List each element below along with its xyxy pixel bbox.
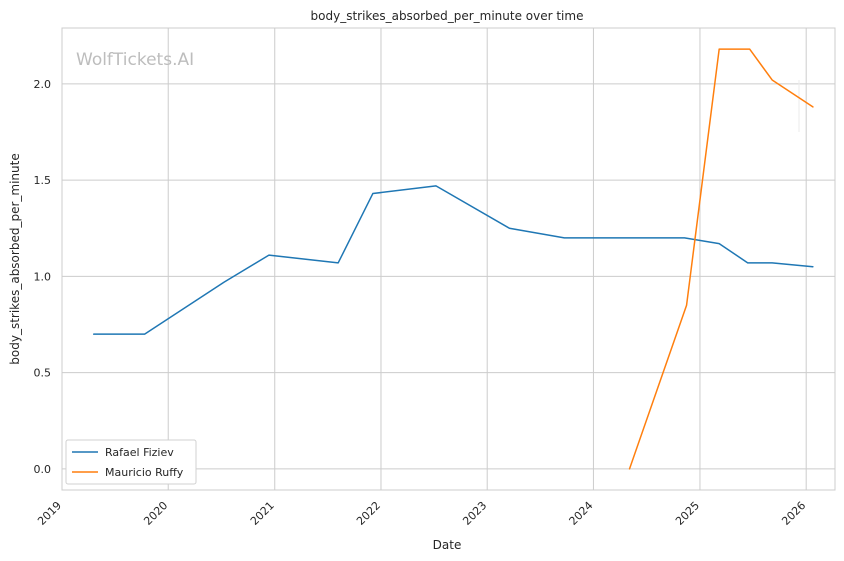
watermark-text: WolfTickets.AI [76,50,194,70]
data-point-mauricio-ruffy [748,47,752,51]
data-point-rafael-fiziev [562,236,566,240]
data-point-rafael-fiziev [507,226,511,230]
data-point-mauricio-ruffy [717,47,721,51]
data-point-rafael-fiziev [746,261,750,265]
y-tick-label: 1.5 [34,174,52,187]
legend-box [65,439,197,485]
data-point-rafael-fiziev [434,184,438,188]
x-tick-label: 2022 [354,499,383,528]
x-tick-label: 2020 [141,499,170,528]
plot-frame [61,27,836,491]
data-point-rafael-fiziev [683,236,687,240]
x-tick-label: 2021 [248,499,277,528]
y-tick-label: 1.0 [34,270,52,283]
x-tick-label: 2019 [35,499,64,528]
data-point-rafael-fiziev [770,261,774,265]
data-point-mauricio-ruffy [685,303,689,307]
data-point-rafael-fiziev [143,332,147,336]
x-tick-label: 2025 [673,499,702,528]
x-tick-label: 2026 [779,499,808,528]
series-line-mauricio-ruffy [628,48,814,470]
data-point-rafael-fiziev [222,280,226,284]
plot-area: WolfTickets.AI [61,27,836,491]
data-point-mauricio-ruffy [628,467,632,471]
y-tick-label: 0.5 [34,367,52,380]
x-axis-label: Date [433,538,462,552]
y-tick-label: 0.0 [34,463,52,476]
x-tick-label: 2024 [567,499,596,528]
legend-label-rafael-fiziev: Rafael Fiziev [105,446,174,459]
y-axis-label: body_strikes_absorbed_per_minute [8,153,22,364]
chart-title: body_strikes_absorbed_per_minute over ti… [311,9,584,23]
y-tick-label: 2.0 [34,78,52,91]
data-point-mauricio-ruffy [770,78,774,82]
x-tick-label: 2023 [460,499,489,528]
data-point-rafael-fiziev [267,253,271,257]
data-point-mauricio-ruffy [811,105,815,109]
series-lines [92,47,815,471]
data-point-rafael-fiziev [717,242,721,246]
data-point-rafael-fiziev [371,192,375,196]
data-point-rafael-fiziev [92,332,96,336]
y-axis-ticks: 0.0 0.5 1.0 1.5 2.0 [34,78,52,476]
legend: Rafael Fiziev Mauricio Ruffy [65,439,197,485]
data-point-rafael-fiziev [811,265,815,269]
legend-label-mauricio-ruffy: Mauricio Ruffy [105,466,184,479]
data-point-rafael-fiziev [336,261,340,265]
series-line-rafael-fiziev [92,185,814,335]
grid-lines [61,28,835,490]
x-axis-ticks: 2019 2020 2021 2022 2023 2024 2025 2026 [35,499,808,528]
